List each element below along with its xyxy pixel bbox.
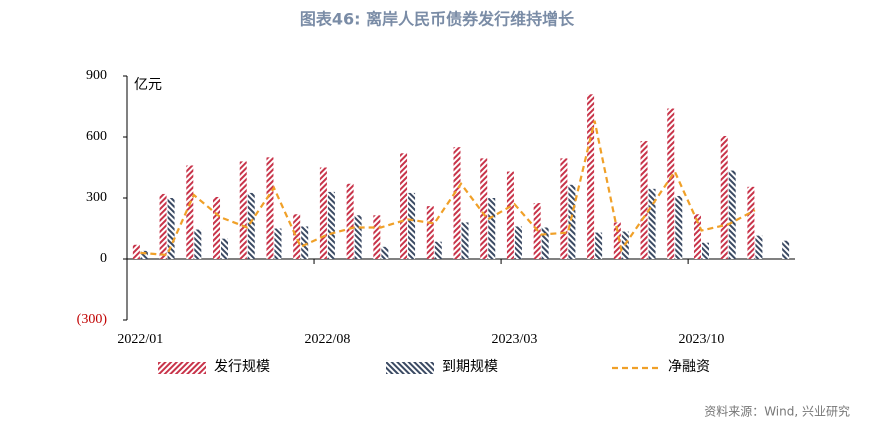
net-line xyxy=(140,120,756,257)
bar xyxy=(747,186,755,259)
x-tick-label: 2023/03 xyxy=(491,332,537,347)
legend-label: 发行规模 xyxy=(214,359,270,375)
bar xyxy=(701,242,709,259)
bar xyxy=(327,191,335,259)
bar xyxy=(140,250,148,259)
bar xyxy=(613,222,621,259)
y-tick-label: 300 xyxy=(86,190,107,205)
legend-swatch xyxy=(158,362,206,374)
bar xyxy=(239,161,247,259)
bar xyxy=(640,141,648,259)
source: 资料来源：Wind, 兴业研究 xyxy=(704,404,850,419)
bar xyxy=(560,158,568,259)
y-tick-label: (300) xyxy=(77,312,108,327)
y-tick-label: 0 xyxy=(100,251,107,266)
x-tick-label: 2022/08 xyxy=(304,332,350,347)
bar xyxy=(426,206,434,259)
bar xyxy=(568,184,576,259)
bar xyxy=(728,170,736,259)
bar xyxy=(132,244,140,259)
y-tick-label: 900 xyxy=(86,68,107,83)
bar xyxy=(301,226,309,259)
bar xyxy=(480,158,488,259)
x-tick-label: 2023/10 xyxy=(679,332,725,347)
bar xyxy=(400,153,408,259)
legend-label: 净融资 xyxy=(668,359,710,375)
bar xyxy=(274,228,282,259)
bar xyxy=(648,188,656,259)
bar xyxy=(693,214,701,259)
bar xyxy=(159,193,167,259)
bar xyxy=(221,238,229,259)
bar xyxy=(461,222,469,259)
y-tick-label: 600 xyxy=(86,129,107,144)
bar xyxy=(595,232,603,259)
bar xyxy=(453,147,461,259)
bar xyxy=(167,198,175,259)
bar xyxy=(354,215,362,259)
bar xyxy=(213,196,221,259)
bar xyxy=(587,94,595,259)
bar xyxy=(514,226,522,259)
bar xyxy=(408,192,416,259)
bar xyxy=(667,108,675,260)
bar xyxy=(373,215,381,259)
bar xyxy=(293,214,301,259)
bar xyxy=(194,229,202,259)
bar xyxy=(506,171,514,259)
bar xyxy=(434,241,442,259)
bar xyxy=(381,246,389,259)
bar xyxy=(488,198,496,259)
bar xyxy=(782,240,790,259)
chart-title: 图表46: 离岸人民币债券发行维持增长 xyxy=(300,10,575,29)
y-unit: 亿元 xyxy=(134,77,162,93)
bar xyxy=(675,195,683,259)
legend-label: 到期规模 xyxy=(442,359,498,375)
x-tick-label: 2022/01 xyxy=(117,332,163,347)
bar xyxy=(755,235,763,259)
bar xyxy=(247,192,255,259)
bar xyxy=(541,227,549,259)
bar xyxy=(266,157,274,259)
bar xyxy=(319,167,327,259)
legend-swatch xyxy=(386,362,434,374)
bar xyxy=(346,183,354,259)
bar xyxy=(720,135,728,259)
bar xyxy=(186,165,194,259)
